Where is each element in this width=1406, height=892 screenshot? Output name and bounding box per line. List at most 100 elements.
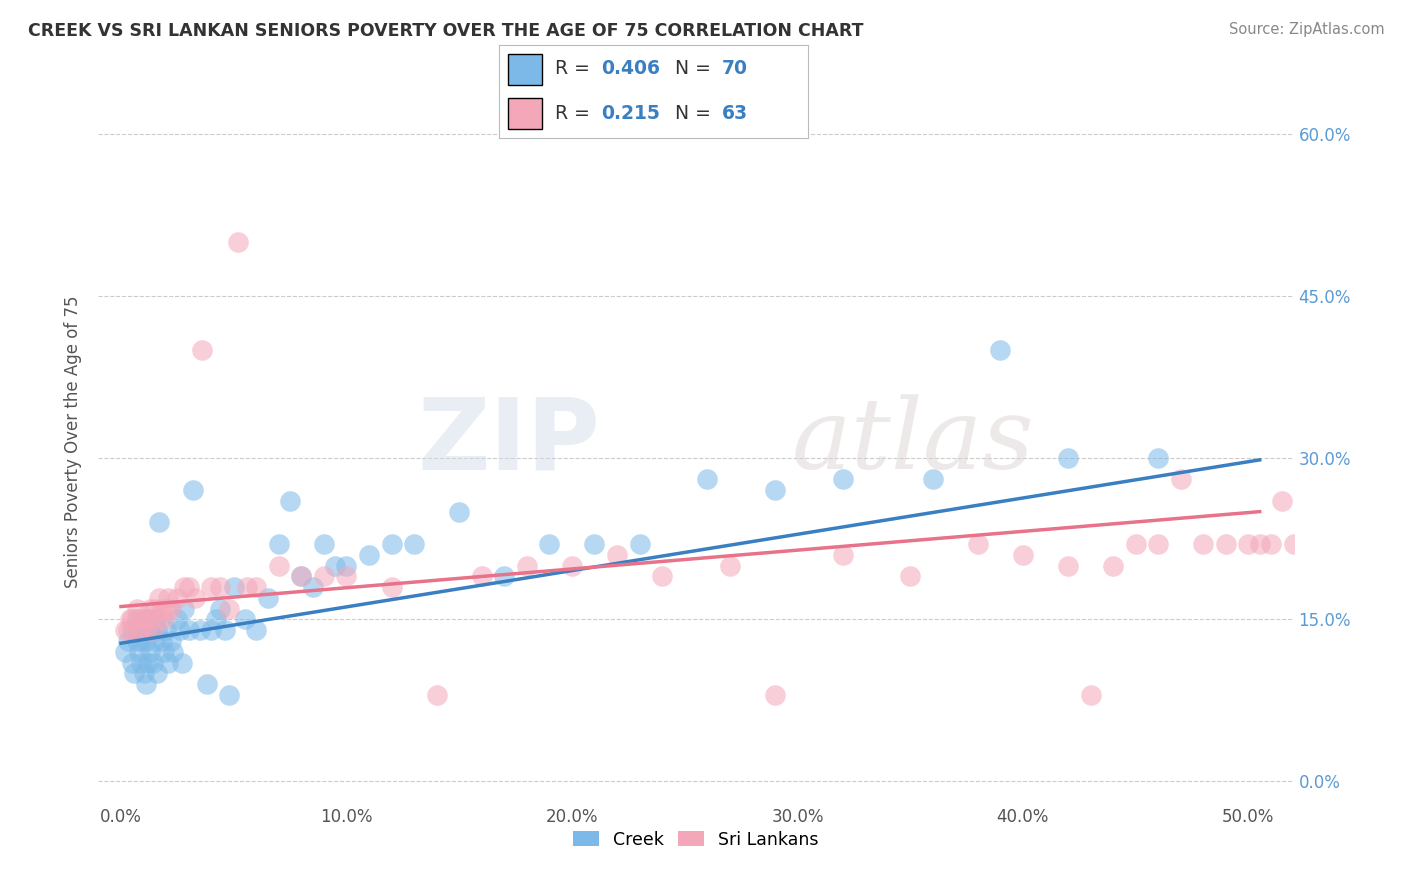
- Point: [1147, 537, 1170, 551]
- Point: [357, 548, 380, 562]
- Point: [143, 634, 166, 648]
- Point: [159, 634, 181, 648]
- Point: [125, 634, 148, 648]
- Point: [335, 569, 357, 583]
- Point: [966, 537, 988, 551]
- Point: [471, 569, 494, 583]
- Point: [898, 569, 921, 583]
- Point: [117, 624, 139, 638]
- Point: [148, 591, 170, 605]
- Point: [159, 601, 181, 615]
- Point: [200, 624, 222, 638]
- Point: [209, 580, 232, 594]
- Point: [426, 688, 449, 702]
- Point: [1260, 537, 1282, 551]
- Point: [166, 591, 188, 605]
- Point: [538, 537, 561, 551]
- Y-axis label: Seniors Poverty Over the Age of 75: Seniors Poverty Over the Age of 75: [65, 295, 83, 588]
- Point: [150, 601, 173, 615]
- Point: [136, 612, 159, 626]
- Point: [718, 558, 741, 573]
- Text: 63: 63: [721, 104, 748, 123]
- Point: [290, 569, 312, 583]
- Point: [136, 656, 159, 670]
- Point: [218, 688, 240, 702]
- Text: 0.215: 0.215: [602, 104, 659, 123]
- Point: [290, 569, 312, 583]
- Point: [136, 612, 159, 626]
- Point: [118, 612, 141, 626]
- Point: [139, 601, 162, 615]
- Text: R =: R =: [555, 104, 596, 123]
- Point: [132, 624, 155, 638]
- Point: [301, 580, 323, 594]
- Point: [1170, 472, 1192, 486]
- Point: [146, 624, 169, 638]
- Point: [155, 601, 177, 615]
- Point: [516, 558, 538, 573]
- Point: [153, 612, 176, 626]
- Point: [204, 612, 226, 626]
- Text: N =: N =: [675, 104, 717, 123]
- Point: [146, 612, 169, 626]
- Point: [1125, 537, 1147, 551]
- Point: [1057, 558, 1080, 573]
- Point: [1282, 537, 1305, 551]
- Point: [157, 591, 180, 605]
- Text: atlas: atlas: [792, 394, 1035, 489]
- Point: [114, 624, 136, 638]
- Point: [236, 580, 259, 594]
- Point: [831, 548, 853, 562]
- Point: [1080, 688, 1102, 702]
- Point: [162, 645, 184, 659]
- Point: [135, 624, 157, 638]
- Point: [129, 656, 152, 670]
- Point: [628, 537, 651, 551]
- Point: [200, 580, 222, 594]
- Point: [1294, 505, 1316, 519]
- Point: [763, 688, 786, 702]
- Point: [1249, 537, 1271, 551]
- Point: [990, 343, 1012, 357]
- FancyBboxPatch shape: [509, 98, 543, 129]
- Point: [150, 634, 173, 648]
- Text: N =: N =: [675, 59, 717, 78]
- Point: [245, 580, 267, 594]
- Point: [148, 516, 170, 530]
- Point: [1215, 537, 1237, 551]
- Point: [404, 537, 426, 551]
- Point: [831, 472, 853, 486]
- Point: [222, 580, 245, 594]
- Point: [169, 624, 191, 638]
- Point: [763, 483, 786, 497]
- Point: [312, 537, 335, 551]
- Point: [312, 569, 335, 583]
- Point: [226, 235, 249, 249]
- Point: [209, 601, 232, 615]
- Point: [696, 472, 718, 486]
- Point: [117, 634, 139, 648]
- Text: 70: 70: [721, 59, 748, 78]
- Point: [129, 634, 152, 648]
- Point: [135, 677, 157, 691]
- Point: [141, 656, 163, 670]
- Text: 0.406: 0.406: [602, 59, 661, 78]
- Point: [218, 601, 240, 615]
- Point: [1192, 537, 1215, 551]
- Point: [267, 558, 290, 573]
- Point: [128, 612, 150, 626]
- Point: [1102, 558, 1125, 573]
- Point: [121, 624, 143, 638]
- Point: [380, 537, 402, 551]
- Point: [191, 343, 214, 357]
- Point: [195, 677, 218, 691]
- Point: [335, 558, 357, 573]
- Point: [583, 537, 606, 551]
- Point: [170, 656, 193, 670]
- Point: [1147, 450, 1170, 465]
- Point: [157, 656, 180, 670]
- Point: [146, 666, 169, 681]
- Point: [143, 612, 166, 626]
- Point: [188, 624, 211, 638]
- Point: [128, 645, 150, 659]
